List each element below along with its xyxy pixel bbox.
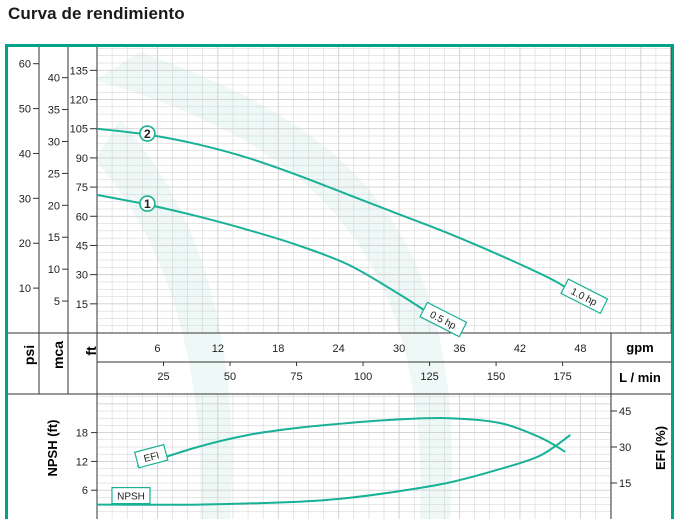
npsh-tick-label: 18 <box>76 428 88 440</box>
chart-title: Curva de rendimiento <box>8 4 185 23</box>
psi-tick-label: 10 <box>19 283 31 295</box>
gpm-tick-label: 12 <box>212 343 224 355</box>
ft-axis-label: ft <box>83 346 99 356</box>
ft-tick-label: 135 <box>70 65 88 77</box>
npsh-tick-label: 12 <box>76 456 88 468</box>
lmin-tick-label: 175 <box>553 371 571 383</box>
psi-axis-label: psi <box>21 345 37 365</box>
curve-marker-1-text: 1 <box>144 197 151 211</box>
psi-tick-label: 50 <box>19 104 31 116</box>
efi-tick-label: 15 <box>619 478 631 490</box>
curve-label-1-0-hp: 1.0 hp <box>560 278 609 315</box>
efi-tick-label: 30 <box>619 442 631 454</box>
svg-text:EFI: EFI <box>143 450 161 465</box>
curve-label-npsh: NPSH <box>111 487 151 505</box>
lmin-tick-label: 25 <box>157 371 169 383</box>
gpm-tick-label: 6 <box>154 343 160 355</box>
psi-tick-label: 40 <box>19 148 31 160</box>
grid-layer <box>97 47 671 519</box>
npsh-axis-label: NPSH (ft) <box>45 419 60 476</box>
npsh-tick-label: 6 <box>82 485 88 497</box>
mca-tick-label: 35 <box>48 105 60 117</box>
curve-marker-2-text: 2 <box>144 127 151 141</box>
efi-axis-label: EFI (%) <box>653 426 668 470</box>
lmin-tick-label: 125 <box>420 371 438 383</box>
ft-tick-label: 75 <box>76 182 88 194</box>
psi-tick-label: 20 <box>19 238 31 250</box>
lmin-axis-label: L / min <box>619 370 661 385</box>
lmin-tick-label: 150 <box>487 371 505 383</box>
curve-marker-2 <box>139 125 156 142</box>
gpm-tick-label: 24 <box>333 343 345 355</box>
mca-tick-label: 25 <box>48 168 60 180</box>
ft-tick-label: 120 <box>70 95 88 107</box>
curve-efi <box>136 417 566 468</box>
efi-tick-label: 45 <box>619 406 631 418</box>
lmin-tick-label: 100 <box>354 371 372 383</box>
mca-tick-label: 15 <box>48 232 60 244</box>
psi-tick-label: 60 <box>19 59 31 71</box>
mca-tick-label: 5 <box>54 296 60 308</box>
lmin-tick-label: 50 <box>224 371 236 383</box>
chart-frame <box>5 44 674 519</box>
lmin-tick-label: 75 <box>290 371 302 383</box>
ft-tick-label: 105 <box>70 124 88 136</box>
axis-layer: psi mca ft gpm L / min NPSH (ft) EFI (%)… <box>8 47 672 519</box>
mca-tick-label: 10 <box>48 264 60 276</box>
mca-tick-label: 30 <box>48 136 60 148</box>
watermark <box>95 52 452 519</box>
curve-1-0-hp <box>96 127 571 292</box>
curve-npsh <box>96 434 571 506</box>
gpm-axis-label: gpm <box>626 340 653 355</box>
ft-tick-label: 90 <box>76 153 88 165</box>
gpm-tick-label: 48 <box>574 343 586 355</box>
ft-tick-label: 15 <box>76 299 88 311</box>
ft-tick-label: 45 <box>76 240 88 252</box>
curve-marker-1 <box>139 195 156 212</box>
gpm-tick-label: 18 <box>272 343 284 355</box>
gpm-tick-label: 30 <box>393 343 405 355</box>
mca-axis-label: mca <box>50 341 66 369</box>
gpm-tick-label: 36 <box>453 343 465 355</box>
gpm-tick-label: 42 <box>514 343 526 355</box>
mca-tick-label: 40 <box>48 73 60 85</box>
mca-tick-label: 20 <box>48 200 60 212</box>
psi-tick-label: 30 <box>19 193 31 205</box>
ft-tick-label: 60 <box>76 211 88 223</box>
ft-tick-label: 30 <box>76 270 88 282</box>
curve-label-efi: EFI <box>133 443 169 469</box>
svg-text:NPSH: NPSH <box>117 492 145 503</box>
